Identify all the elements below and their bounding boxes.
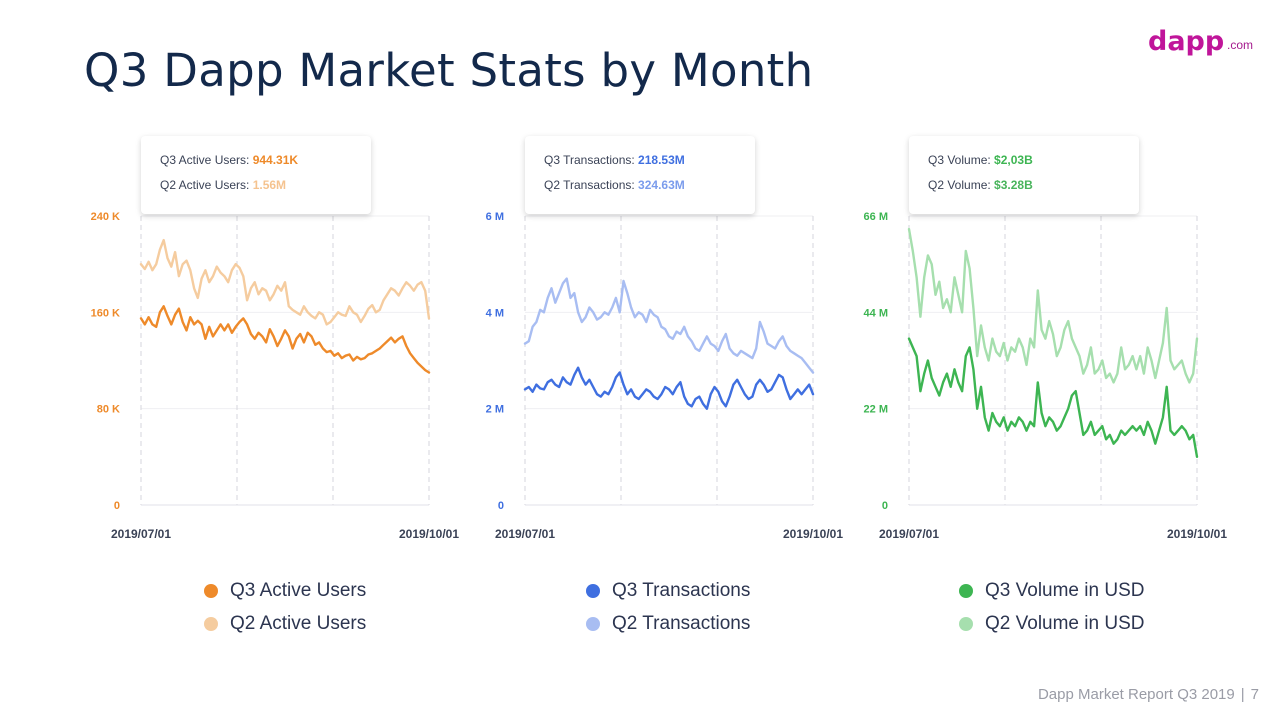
- y-tick-label: 80 K: [97, 404, 120, 416]
- page-title: Q3 Dapp Market Stats by Month: [84, 44, 814, 97]
- tooltip-label: Q2 Active Users:: [160, 178, 253, 192]
- legend-item-q3-volume[interactable]: Q3 Volume in USD: [959, 574, 1144, 607]
- y-tick-label: 4 M: [486, 307, 504, 319]
- y-tick-label: 240 K: [91, 211, 120, 223]
- page-number: 7: [1250, 686, 1259, 703]
- footer-separator: |: [1240, 686, 1245, 703]
- x-tick-label: 2019/10/01: [1167, 527, 1227, 541]
- legend-dot-icon: [586, 583, 600, 598]
- tooltip-value: $2,03B: [994, 153, 1033, 167]
- legend-item-q3-transactions[interactable]: Q3 Transactions: [586, 574, 750, 607]
- y-tick-label: 22 M: [864, 404, 888, 416]
- tooltip-value: 324.63M: [638, 178, 685, 192]
- transactions-panel: 0 2 M 4 M 6 M 2019/07/01 2019/10/01 Q3 Transa…: [484, 130, 864, 650]
- tooltip-row-q2: Q2 Transactions: 324.63M: [544, 178, 755, 203]
- y-tick-label: 0: [114, 500, 120, 512]
- tooltip-row-q3: Q3 Active Users: 944.31K: [160, 153, 371, 178]
- series-line-q2-transactions: [523, 277, 815, 374]
- logo-tld: .com: [1227, 38, 1253, 52]
- active-users-legend: Q3 Active Users Q2 Active Users: [204, 574, 366, 640]
- tooltip-value: 1.56M: [252, 178, 287, 192]
- active-users-chart: 0 80 K 160 K 240 K 2019/07/01 2019/10/01: [91, 211, 460, 541]
- legend-label: Q3 Volume in USD: [985, 579, 1145, 601]
- tooltip-row-q3: Q3 Transactions: 218.53M: [544, 153, 755, 178]
- series-line-q3-transactions: [523, 366, 815, 410]
- x-tick-label: 2019/10/01: [783, 527, 843, 541]
- legend-item-q3-active-users[interactable]: Q3 Active Users: [204, 574, 366, 607]
- y-tick-label: 160 K: [91, 307, 120, 319]
- x-tick-label: 2019/07/01: [111, 527, 171, 541]
- x-tick-label: 2019/10/01: [399, 527, 459, 541]
- tooltip-label: Q3 Transactions:: [544, 153, 639, 167]
- tooltip-value: $3.28B: [994, 178, 1033, 192]
- series-line-q2-active-users: [139, 238, 431, 326]
- volume-tooltip: Q3 Volume: $2,03B Q2 Volume: $3.28B: [909, 136, 1139, 214]
- legend-label: Q2 Volume in USD: [985, 612, 1145, 634]
- logo-wordmark: dapp: [1148, 26, 1224, 57]
- dapp-logo: dapp .com: [1148, 26, 1253, 57]
- volume-legend: Q3 Volume in USD Q2 Volume in USD: [959, 574, 1144, 640]
- report-name: Dapp Market Report Q3 2019: [1037, 686, 1235, 703]
- y-tick-label: 6 M: [486, 211, 504, 223]
- legend-dot-icon: [204, 616, 218, 631]
- series-line-q3-active-users: [139, 305, 431, 374]
- y-tick-label: 0: [882, 500, 888, 512]
- legend-label: Q3 Transactions: [612, 579, 751, 601]
- tooltip-row-q2: Q2 Volume: $3.28B: [928, 178, 1139, 203]
- tooltip-value: 944.31K: [252, 153, 299, 167]
- y-tick-label: 0: [498, 500, 504, 512]
- transactions-legend: Q3 Transactions Q2 Transactions: [586, 574, 750, 640]
- tooltip-label: Q3 Active Users:: [160, 153, 253, 167]
- transactions-tooltip: Q3 Transactions: 218.53M Q2 Transactions…: [525, 136, 755, 214]
- tooltip-label: Q3 Volume:: [928, 153, 995, 167]
- legend-item-q2-transactions[interactable]: Q2 Transactions: [586, 607, 750, 640]
- volume-chart: 0 22 M 44 M 66 M 2019/07/01 2019/10/01: [864, 211, 1228, 541]
- active-users-panel: 0 80 K 160 K 240 K 2019/07/01 2019/10/01 Q3 A…: [91, 130, 480, 650]
- series-line-q2-volume-in-usd: [907, 227, 1199, 384]
- tooltip-label: Q2 Transactions:: [544, 178, 639, 192]
- legend-item-q2-volume[interactable]: Q2 Volume in USD: [959, 607, 1144, 640]
- legend-dot-icon: [959, 583, 973, 598]
- legend-dot-icon: [586, 616, 600, 631]
- y-tick-label: 44 M: [864, 307, 888, 319]
- x-tick-label: 2019/07/01: [879, 527, 939, 541]
- transactions-chart: 0 2 M 4 M 6 M 2019/07/01 2019/10/01: [486, 211, 844, 541]
- legend-item-q2-active-users[interactable]: Q2 Active Users: [204, 607, 366, 640]
- legend-dot-icon: [959, 616, 973, 631]
- legend-label: Q2 Transactions: [612, 612, 751, 634]
- slide-footer: Dapp Market Report Q3 2019 | 7: [1038, 686, 1259, 703]
- y-tick-label: 2 M: [486, 404, 504, 416]
- active-users-tooltip: Q3 Active Users: 944.31K Q2 Active Users…: [141, 136, 371, 214]
- tooltip-label: Q2 Volume:: [928, 178, 995, 192]
- y-tick-label: 66 M: [864, 211, 888, 223]
- volume-panel: 0 22 M 44 M 66 M 2019/07/01 2019/10/01 Q3 Vol…: [864, 130, 1248, 650]
- tooltip-row-q2: Q2 Active Users: 1.56M: [160, 178, 371, 203]
- legend-label: Q2 Active Users: [230, 612, 367, 634]
- tooltip-row-q3: Q3 Volume: $2,03B: [928, 153, 1139, 178]
- legend-dot-icon: [204, 583, 218, 598]
- legend-label: Q3 Active Users: [230, 579, 367, 601]
- tooltip-value: 218.53M: [638, 153, 685, 167]
- x-tick-label: 2019/07/01: [495, 527, 555, 541]
- series-line-q3-volume-in-usd: [907, 337, 1199, 458]
